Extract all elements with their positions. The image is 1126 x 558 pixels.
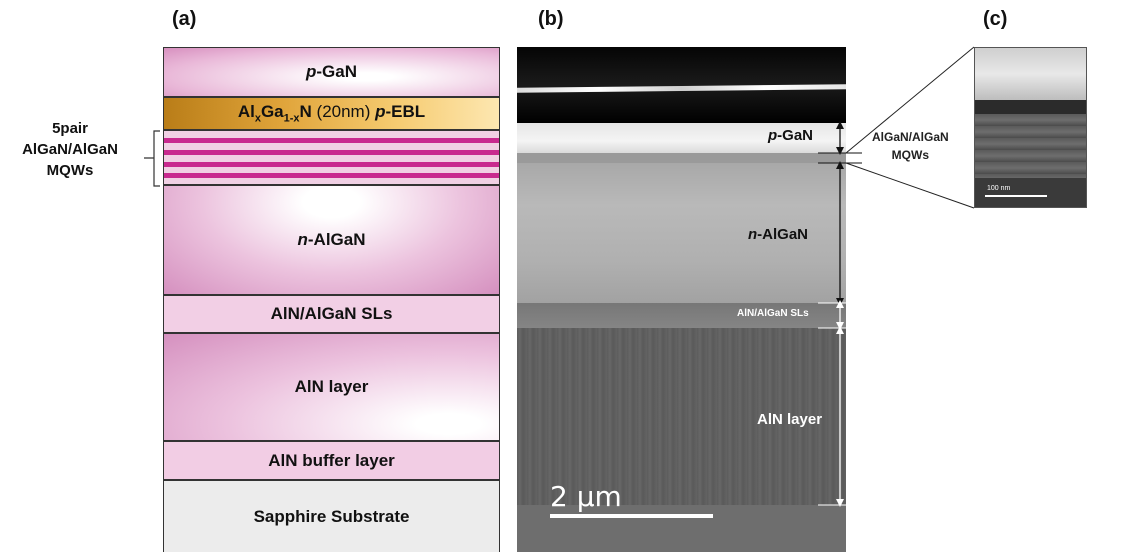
n-algan-label: n-AlGaN bbox=[297, 230, 366, 249]
sls-layer: AlN/AlGaN SLs bbox=[163, 295, 500, 333]
tem-substrate-band bbox=[517, 505, 846, 552]
aln-layer-label: AlN layer bbox=[294, 377, 369, 396]
n-algan-layer: n-AlGaN bbox=[163, 185, 500, 295]
ebl-label: AlxGa1-xN (20nm) p-EBL bbox=[237, 102, 426, 125]
panel-label-a: (a) bbox=[172, 8, 197, 30]
aln-buffer-layer: AlN buffer layer bbox=[163, 441, 500, 480]
panel-label-b: (b) bbox=[538, 8, 564, 30]
tem-n-algan-label: n-AlGaN bbox=[748, 226, 809, 243]
mqw-side-label: 5pair AlGaN/AlGaN MQWs bbox=[22, 120, 118, 179]
tem-aln-band bbox=[517, 328, 846, 505]
mqw-stripe bbox=[164, 173, 499, 178]
p-gan-layer: p-GaN bbox=[163, 47, 500, 97]
inset-image: 100 nm bbox=[974, 47, 1087, 208]
tem-mqw-band bbox=[517, 153, 846, 163]
inset-mqw-label: AlGaN/AlGaN MQWs bbox=[872, 130, 949, 162]
p-gan-label: p-GaN bbox=[305, 62, 357, 81]
substrate-label: Sapphire Substrate bbox=[253, 506, 410, 526]
mqw-layer bbox=[163, 130, 500, 185]
tem-aln-label: AlN layer bbox=[757, 411, 823, 428]
aln-layer: AlN layer bbox=[163, 333, 500, 441]
inset-scale-bar bbox=[985, 195, 1047, 197]
tem-scale-bar bbox=[550, 514, 713, 518]
tem-n-algan-band bbox=[517, 163, 846, 303]
aln-buffer-label: AlN buffer layer bbox=[268, 450, 395, 470]
sls-label: AlN/AlGaN SLs bbox=[270, 304, 393, 323]
tem-p-gan-label: p-GaN bbox=[768, 127, 814, 144]
mqw-bracket bbox=[144, 130, 160, 187]
tem-image: 2 μm bbox=[517, 47, 846, 552]
zoom-connector bbox=[845, 46, 975, 154]
tem-p-gan-band bbox=[517, 123, 846, 153]
tem-scale-bar-text: 2 μm bbox=[550, 480, 622, 513]
ebl-layer: AlxGa1-xN (20nm) p-EBL bbox=[163, 97, 500, 130]
tem-sls-label: AlN/AlGaN SLs bbox=[737, 308, 809, 319]
tem-sls-band bbox=[517, 303, 846, 328]
mqw-stripe bbox=[164, 150, 499, 155]
inset-scale-bar-text: 100 nm bbox=[987, 185, 1011, 192]
panel-label-c: (c) bbox=[983, 8, 1008, 30]
mqw-stripe bbox=[164, 138, 499, 143]
mqw-stripe bbox=[164, 162, 499, 167]
zoom-connector bbox=[845, 162, 975, 209]
sapphire-substrate: Sapphire Substrate bbox=[163, 480, 500, 552]
